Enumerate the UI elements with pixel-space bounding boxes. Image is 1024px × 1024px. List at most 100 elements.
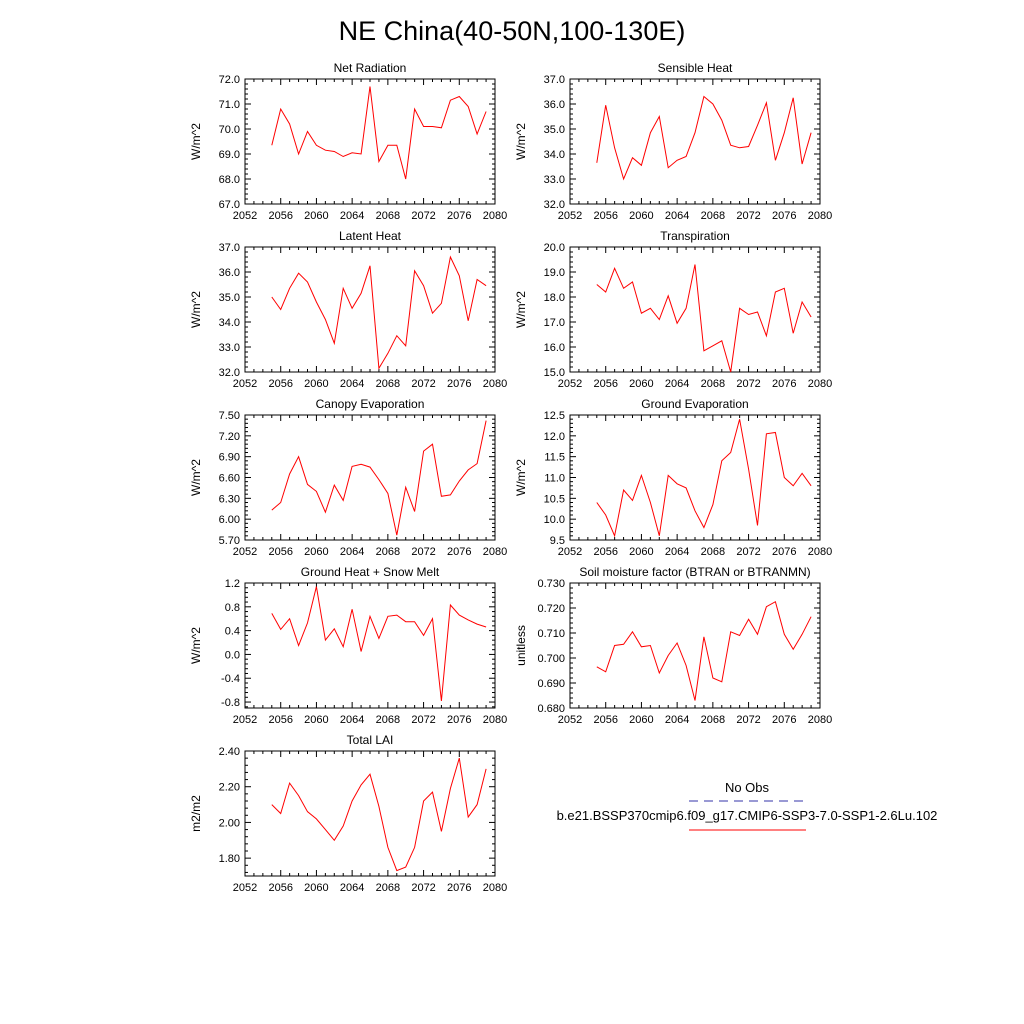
y-tick-label: -0.8 bbox=[221, 697, 240, 709]
legend-run-label: b.e21.BSSP370cmip6.f09_g17.CMIP6-SSP3-7.… bbox=[557, 808, 938, 823]
x-tick-label: 2076 bbox=[772, 546, 796, 558]
x-tick-label: 2064 bbox=[665, 378, 689, 390]
series-line bbox=[271, 255, 487, 370]
x-tick-label: 2064 bbox=[340, 714, 364, 726]
x-tick-label: 2080 bbox=[483, 546, 507, 558]
x-tick-label: 2072 bbox=[411, 378, 435, 390]
legend-obs-label: No Obs bbox=[725, 780, 770, 795]
panel-title: Latent Heat bbox=[339, 229, 402, 243]
x-tick-label: 2060 bbox=[304, 714, 328, 726]
x-tick-label: 2080 bbox=[808, 546, 832, 558]
x-tick-label: 2076 bbox=[772, 714, 796, 726]
plot-frame bbox=[244, 582, 496, 709]
chart-panel: Transpiration W/m^2 2052 2056 2060 2064 2068 20… bbox=[514, 229, 832, 390]
x-tick-label: 2056 bbox=[268, 378, 292, 390]
y-tick-label: 0.690 bbox=[537, 678, 565, 690]
x-tick-label: 2060 bbox=[304, 546, 328, 558]
x-tick-label: 2052 bbox=[558, 378, 582, 390]
x-tick-label: 2064 bbox=[665, 210, 689, 222]
y-tick-label: 10.5 bbox=[544, 493, 565, 505]
y-tick-label: 0.710 bbox=[537, 628, 565, 640]
x-tick-label: 2064 bbox=[340, 882, 364, 894]
y-tick-label: 32.0 bbox=[219, 367, 240, 379]
y-tick-label: 11.5 bbox=[544, 452, 565, 464]
y-tick-label: 0.720 bbox=[537, 603, 565, 615]
series-line bbox=[271, 586, 487, 701]
x-tick-label: 2072 bbox=[736, 546, 760, 558]
plot-frame bbox=[569, 582, 821, 709]
series-line bbox=[596, 264, 812, 373]
chart-panel: Sensible Heat W/m^2 2052 2056 2060 2064 2068 20… bbox=[514, 61, 832, 222]
y-tick-label: 68.0 bbox=[219, 174, 240, 186]
y-tick-label: 70.0 bbox=[219, 124, 240, 136]
y-tick-label: 36.0 bbox=[219, 267, 240, 279]
x-tick-label: 2060 bbox=[629, 714, 653, 726]
x-tick-label: 2068 bbox=[376, 378, 400, 390]
x-tick-label: 2064 bbox=[340, 546, 364, 558]
x-tick-label: 2076 bbox=[772, 378, 796, 390]
x-tick-label: 2060 bbox=[304, 882, 328, 894]
x-tick-label: 2076 bbox=[772, 210, 796, 222]
series-line bbox=[271, 420, 487, 536]
x-tick-label: 2080 bbox=[808, 210, 832, 222]
y-tick-label: 1.2 bbox=[225, 578, 240, 590]
y-tick-label: 72.0 bbox=[219, 74, 240, 86]
y-axis-label: W/m^2 bbox=[189, 291, 203, 328]
x-tick-label: 2064 bbox=[340, 378, 364, 390]
series-line bbox=[596, 419, 812, 538]
series-line bbox=[271, 86, 487, 180]
x-tick-label: 2080 bbox=[483, 714, 507, 726]
y-tick-label: 0.730 bbox=[537, 578, 565, 590]
panel-title: Total LAI bbox=[347, 733, 394, 747]
panel-title: Net Radiation bbox=[334, 61, 407, 75]
panel-title: Transpiration bbox=[660, 229, 730, 243]
x-tick-label: 2056 bbox=[268, 210, 292, 222]
chart-panel: Latent Heat W/m^2 2052 2056 2060 2064 2068 2072… bbox=[189, 229, 507, 390]
x-tick-label: 2068 bbox=[701, 210, 725, 222]
x-tick-label: 2076 bbox=[447, 882, 471, 894]
y-tick-label: 32.0 bbox=[544, 199, 565, 211]
x-tick-label: 2052 bbox=[233, 882, 257, 894]
x-tick-label: 2056 bbox=[593, 546, 617, 558]
x-tick-label: 2052 bbox=[558, 210, 582, 222]
x-tick-label: 2056 bbox=[593, 378, 617, 390]
y-tick-label: 0.680 bbox=[537, 703, 565, 715]
x-tick-label: 2068 bbox=[701, 714, 725, 726]
y-axis-label: W/m^2 bbox=[514, 291, 528, 328]
y-tick-label: 17.0 bbox=[544, 317, 565, 329]
x-tick-label: 2056 bbox=[593, 714, 617, 726]
panel-title: Ground Heat + Snow Melt bbox=[301, 565, 440, 579]
x-tick-label: 2052 bbox=[233, 714, 257, 726]
y-tick-label: 2.40 bbox=[219, 746, 240, 758]
y-tick-label: 71.0 bbox=[219, 99, 240, 111]
x-tick-label: 2056 bbox=[593, 210, 617, 222]
y-tick-label: 35.0 bbox=[544, 124, 565, 136]
series-line bbox=[596, 95, 812, 181]
x-tick-label: 2072 bbox=[736, 378, 760, 390]
x-tick-label: 2060 bbox=[629, 378, 653, 390]
plot-frame bbox=[244, 750, 496, 877]
plot-frame bbox=[569, 78, 821, 205]
y-tick-label: -0.4 bbox=[221, 673, 240, 685]
y-tick-label: 67.0 bbox=[219, 199, 240, 211]
x-tick-label: 2080 bbox=[808, 378, 832, 390]
y-tick-label: 15.0 bbox=[544, 367, 565, 379]
y-tick-label: 35.0 bbox=[219, 292, 240, 304]
plot-frame bbox=[569, 414, 821, 541]
y-axis-label: W/m^2 bbox=[189, 123, 203, 160]
x-tick-label: 2076 bbox=[447, 546, 471, 558]
y-tick-label: 2.20 bbox=[219, 782, 240, 794]
x-tick-label: 2052 bbox=[558, 714, 582, 726]
x-tick-label: 2076 bbox=[447, 378, 471, 390]
x-tick-label: 2072 bbox=[736, 714, 760, 726]
x-tick-label: 2052 bbox=[233, 378, 257, 390]
y-tick-label: 0.0 bbox=[225, 649, 240, 661]
x-tick-label: 2064 bbox=[665, 714, 689, 726]
y-tick-label: 34.0 bbox=[219, 317, 240, 329]
chart-panels: Net Radiation W/m^2 2052 2056 2060 2064 2068 20… bbox=[189, 61, 832, 894]
series-line bbox=[271, 757, 487, 872]
x-tick-label: 2076 bbox=[447, 714, 471, 726]
y-tick-label: 37.0 bbox=[219, 242, 240, 254]
x-tick-label: 2060 bbox=[629, 546, 653, 558]
x-tick-label: 2068 bbox=[376, 882, 400, 894]
